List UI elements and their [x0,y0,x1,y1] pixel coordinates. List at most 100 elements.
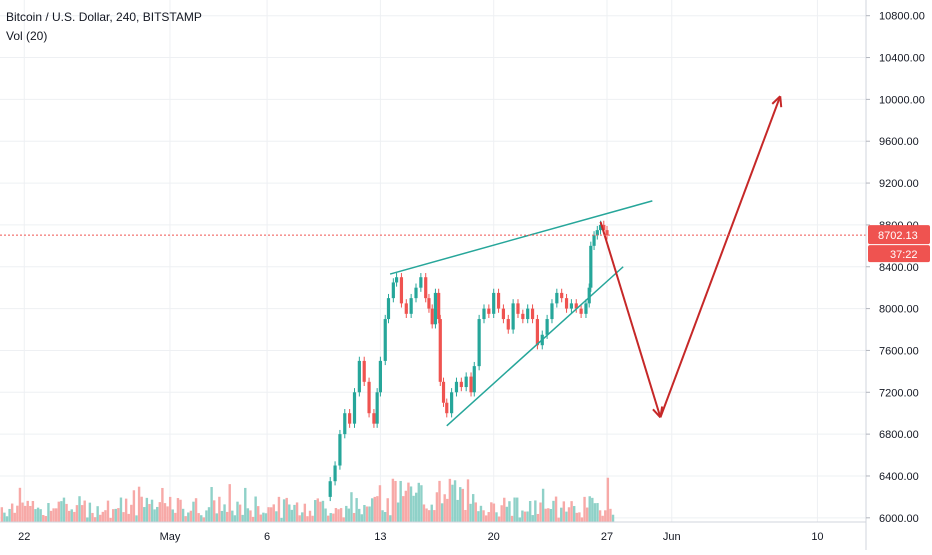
candle-body[interactable] [592,235,596,246]
candle-body[interactable] [438,319,442,382]
volume-bar [241,514,244,522]
volume-bar [298,515,301,522]
candle-body[interactable] [501,308,506,320]
volume-bar [383,512,387,522]
candle-body[interactable] [328,481,332,497]
candle-body[interactable] [584,303,588,314]
candle-body[interactable] [477,319,481,367]
candle-body[interactable] [487,308,491,314]
volume-bar [109,517,112,522]
candle-body[interactable] [348,413,352,424]
candle-body[interactable] [391,282,395,299]
candle-body[interactable] [469,376,473,393]
candle-body[interactable] [569,303,573,309]
trendline[interactable] [389,200,653,275]
candle-body[interactable] [433,292,438,325]
candle-body[interactable] [602,224,606,231]
price-tick-label: 9200.00 [879,178,919,190]
candle-body[interactable] [343,413,347,435]
candle-body[interactable] [555,292,559,304]
volume-bar [482,510,485,522]
volume-bar [355,498,358,522]
candle-body[interactable] [506,319,510,330]
volume-indicator-label[interactable]: Vol (20) [6,29,48,43]
candle-body[interactable] [357,360,361,393]
candle-body[interactable] [378,360,382,393]
candle-body[interactable] [459,381,463,388]
volume-bar [360,514,364,522]
candle-body[interactable] [424,277,428,299]
candle-body[interactable] [526,308,530,320]
candle-body[interactable] [386,298,391,320]
volume-bar [311,515,314,522]
candle-body[interactable] [419,277,423,288]
candle-body[interactable] [550,303,554,320]
candle-body[interactable] [383,319,387,361]
last-price-pill[interactable] [868,225,930,245]
volume-bar [3,512,6,522]
candle-body[interactable] [560,292,564,299]
candle-body[interactable] [535,319,540,346]
candle-body[interactable] [430,308,434,325]
candle-body[interactable] [472,366,476,393]
candle-body[interactable] [605,230,609,236]
candle-body[interactable] [530,308,535,320]
volume-bar [572,506,576,522]
candle-body[interactable] [372,413,376,424]
candle-body[interactable] [441,381,446,403]
trendline[interactable] [446,266,624,427]
candle-body[interactable] [595,230,599,236]
price-tick-label: 9600.00 [879,136,919,148]
candle-body[interactable] [521,313,525,320]
candle-body[interactable] [574,303,578,309]
candle-body[interactable] [450,392,454,414]
projection-arrow[interactable] [659,95,782,418]
candle-body[interactable] [464,376,468,388]
candle-body[interactable] [394,277,399,283]
volume-bar [386,498,389,522]
projection-arrow[interactable] [599,221,662,418]
candle-body[interactable] [338,434,342,466]
candle-body[interactable] [511,303,515,330]
candle-body[interactable] [587,287,591,304]
price-tick-label: 8000.00 [879,304,919,316]
volume-bar [49,510,53,522]
candle-body[interactable] [362,360,366,382]
candle-body[interactable] [454,381,459,393]
candle-body[interactable] [333,465,337,482]
volume-bar [352,512,356,522]
volume-bar [446,498,449,522]
candle-body[interactable] [496,292,501,309]
candle-body[interactable] [414,287,418,299]
candle-body[interactable] [427,298,431,309]
candle-body[interactable] [564,298,569,309]
volume-bar [487,512,490,522]
candle-body[interactable] [409,298,413,314]
candle-body[interactable] [545,319,549,335]
candle-body[interactable] [399,277,404,304]
time-tick-label: May [160,531,181,543]
candle-body[interactable] [589,245,593,288]
volume-bar [342,517,345,522]
candle-body[interactable] [375,392,379,424]
candle-body[interactable] [579,308,583,314]
candle-body[interactable] [404,303,408,314]
candle-body[interactable] [445,402,449,414]
candle-body[interactable] [437,292,441,320]
volume-bar [13,512,16,522]
candle-body[interactable] [367,381,371,414]
symbol-title[interactable]: Bitcoin / U.S. Dollar, 240, BITSTAMP [6,10,202,24]
volume-bar [262,512,265,522]
volume-bar [285,497,288,522]
candle-body[interactable] [352,392,357,424]
candle-body[interactable] [516,303,520,314]
volume-bar [202,517,206,522]
volume-bar [124,498,128,522]
candle-body[interactable] [492,292,496,314]
volume-bar [163,503,167,522]
candle-body[interactable] [598,224,603,231]
candle-body[interactable] [482,308,486,320]
volume-bar [495,512,498,522]
